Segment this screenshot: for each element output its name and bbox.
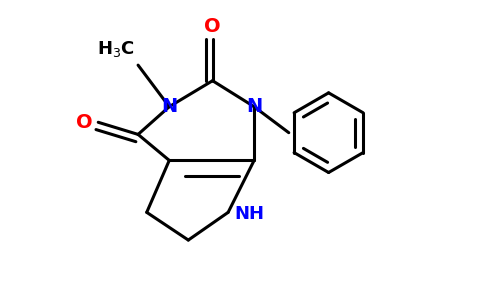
Text: N: N <box>246 97 262 116</box>
Text: N: N <box>161 97 177 116</box>
Text: O: O <box>76 113 93 132</box>
Text: NH: NH <box>234 205 264 223</box>
Text: O: O <box>204 17 221 36</box>
Text: H$_3$C: H$_3$C <box>97 39 136 59</box>
